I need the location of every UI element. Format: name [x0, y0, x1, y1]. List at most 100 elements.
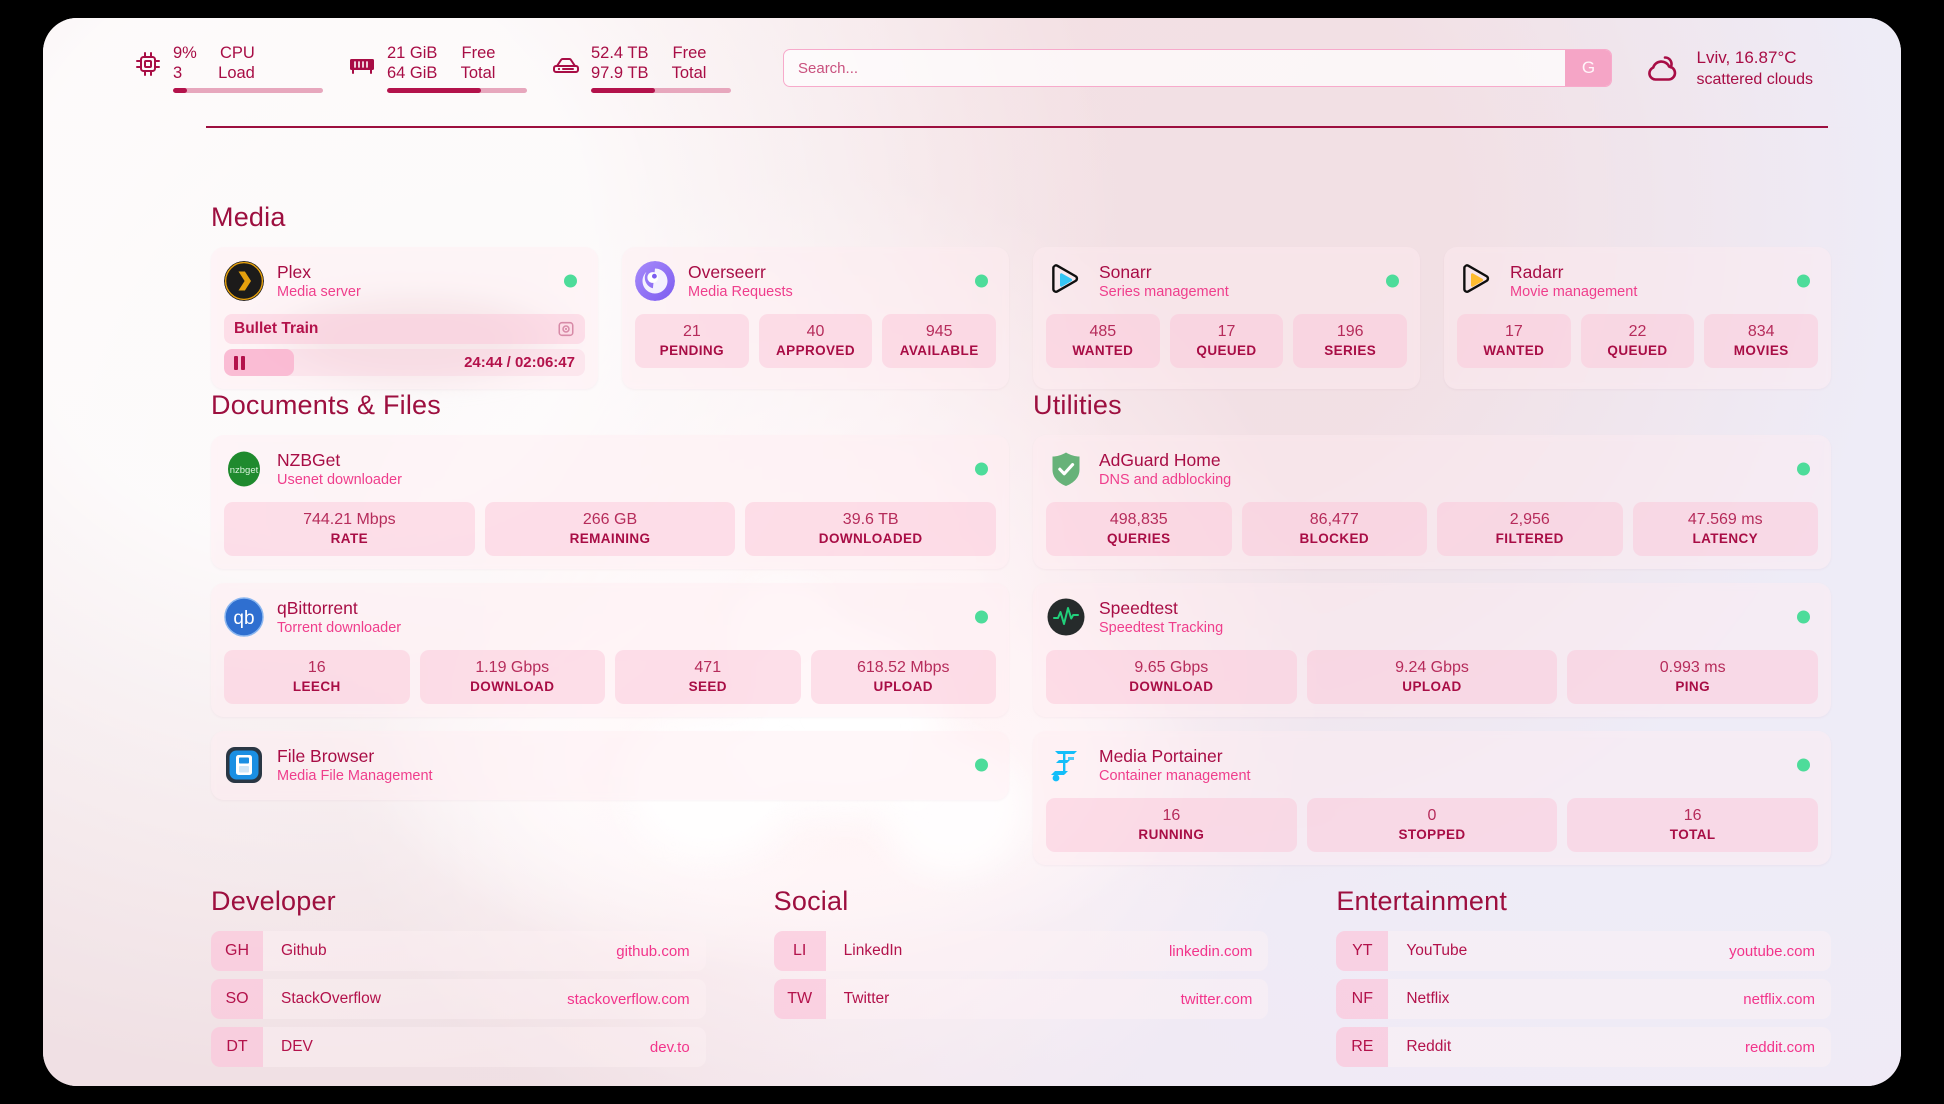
stat-value: 618.52 Mbps [856, 659, 950, 676]
section-title-utilities: Utilities [1033, 390, 1122, 420]
stat-value: 16 [307, 659, 326, 676]
adguard-logo [1046, 449, 1086, 489]
stat-tile[interactable]: 16 LEECH [224, 650, 410, 704]
stat-value: 47.569 ms [1687, 511, 1763, 528]
stat-value: 9.24 Gbps [1395, 659, 1469, 676]
stat-tile[interactable]: 834 MOVIES [1704, 314, 1819, 368]
disk-icon [551, 49, 581, 79]
stat-row: 16 LEECH 1.19 Gbps DOWNLOAD 471 SEED 618.52 Mb… [224, 650, 996, 704]
search-bar[interactable]: G [783, 49, 1613, 87]
bookmark-url: netflix.com [1743, 990, 1815, 1008]
search-engine-button[interactable]: G [1565, 50, 1612, 86]
app-name: File Browser [277, 745, 375, 766]
stat-tile[interactable]: 9.65 Gbps DOWNLOAD [1046, 650, 1297, 704]
service-card-radarr[interactable]: Radarr Movie management 17 WANTED 22 QUEUED 83… [1444, 247, 1831, 389]
bookmark-name: StackOverflow [281, 990, 381, 1007]
stat-tile[interactable]: 498,835 QUERIES [1046, 502, 1232, 556]
stat-tile[interactable]: 744.21 Mbps RATE [224, 502, 475, 556]
stat-value: 86,477 [1309, 511, 1359, 528]
stat-tile[interactable]: 2,956 FILTERED [1437, 502, 1623, 556]
stat-tile[interactable]: 945 AVAILABLE [882, 314, 997, 368]
stat-value: 0.993 ms [1659, 659, 1726, 676]
stat-tile[interactable]: 17 QUEUED [1169, 314, 1284, 368]
stat-tile[interactable]: 471 SEED [615, 650, 801, 704]
stat-tile[interactable]: 47.569 ms LATENCY [1632, 502, 1818, 556]
media-card-grid: Plex Media server Bullet Train 24:44 / 02:0… [211, 247, 1831, 389]
filebrowser-logo [224, 745, 264, 785]
search-input[interactable] [784, 50, 1566, 86]
stat-tile[interactable]: 21 PENDING [635, 314, 749, 368]
stat-tile[interactable]: 618.52 Mbps UPLOAD [810, 650, 996, 704]
stat-row: 9.65 Gbps DOWNLOAD 9.24 Gbps UPLOAD 0.993 ms… [1046, 650, 1819, 704]
service-card-media-portainer[interactable]: Media Portainer Container management 16 RUN… [1033, 731, 1831, 865]
stat-value: 196 [1336, 323, 1364, 340]
stat-tile[interactable]: 40 APPROVED [758, 314, 873, 368]
bookmark-item[interactable]: YT YouTube youtube.com [1336, 931, 1831, 971]
stat-label: UPLOAD [1402, 679, 1462, 694]
stat-tile[interactable]: 22 QUEUED [1580, 314, 1695, 368]
bookmark-abbr: TW [773, 979, 826, 1019]
bookmark-group-title: Social [773, 886, 849, 916]
app-name: Speedtest [1099, 597, 1178, 618]
stat-label: WANTED [1483, 343, 1545, 358]
cast-icon[interactable] [557, 320, 575, 338]
stat-tile[interactable]: 0.993 ms PING [1567, 650, 1819, 704]
bookmark-item[interactable]: NF Netflix netflix.com [1336, 979, 1831, 1019]
stat-tile[interactable]: 9.24 Gbps UPLOAD [1306, 650, 1558, 704]
bookmark-url: github.com [616, 942, 690, 960]
app-name: Plex [277, 261, 312, 282]
utilities-section: Utilities AdGuard Home DNS and adblocking… [1033, 390, 1831, 865]
resource-label-secondary: Total [460, 64, 496, 82]
stat-tile[interactable]: 16 TOTAL [1567, 798, 1819, 852]
bookmark-item[interactable]: DT DEV dev.to [211, 1027, 706, 1067]
resource-label-primary: Free [672, 44, 707, 62]
stat-row: 21 PENDING 40 APPROVED 945 AVAILABLE [635, 314, 997, 368]
resource-label-primary: Free [461, 44, 496, 62]
stat-tile[interactable]: 0 STOPPED [1306, 798, 1558, 852]
stat-label: APPROVED [776, 343, 855, 358]
bookmark-item[interactable]: RE Reddit reddit.com [1336, 1027, 1831, 1067]
service-card-sonarr[interactable]: Sonarr Series management 485 WANTED 17 QUEUED… [1033, 247, 1420, 389]
stat-label: LATENCY [1692, 531, 1759, 546]
bookmark-item[interactable]: GH Github github.com [211, 931, 706, 971]
stat-tile[interactable]: 16 RUNNING [1046, 798, 1297, 852]
service-card-speedtest[interactable]: Speedtest Speedtest Tracking 9.65 Gbps DOWN… [1033, 583, 1831, 717]
service-card-file-browser[interactable]: File Browser Media File Management [211, 731, 1009, 800]
service-card-adguard-home[interactable]: AdGuard Home DNS and adblocking 498,835 QUE… [1033, 435, 1831, 569]
stat-tile[interactable]: 485 WANTED [1046, 314, 1160, 368]
card-header: AdGuard Home DNS and adblocking [1046, 447, 1818, 491]
stat-tile[interactable]: 39.6 TB DOWNLOADED [745, 502, 997, 556]
stat-tile[interactable]: 196 SERIES [1293, 314, 1408, 368]
bookmark-name: Netflix [1406, 990, 1450, 1007]
service-card-plex[interactable]: Plex Media server Bullet Train 24:44 / 02:0… [211, 247, 598, 389]
pause-icon[interactable] [234, 355, 245, 370]
service-card-nzbget[interactable]: nzbget NZBGet Usenet downloader 744.21 Mbps… [211, 435, 1009, 569]
resource-widget-memory: 21 GiB 64 GiB Free Total [347, 43, 527, 93]
media-section: Media Plex Media server Bullet Train 24:44 … [211, 202, 1831, 389]
app-subtitle: Container management [1099, 767, 1251, 784]
stat-value: 40 [806, 323, 825, 340]
card-meta: File Browser Media File Management [277, 745, 433, 786]
stat-tile[interactable]: 17 WANTED [1457, 314, 1571, 368]
bookmark-abbr: SO [211, 979, 263, 1019]
service-card-overseerr[interactable]: Overseerr Media Requests 21 PENDING 40 APPROV… [622, 247, 1009, 389]
cpu-icon [133, 49, 163, 79]
now-playing-progress-row[interactable]: 24:44 / 02:06:47 [224, 349, 585, 376]
bookmark-name: Reddit [1406, 1038, 1452, 1055]
stat-label: TOTAL [1669, 827, 1716, 842]
service-card-qbittorrent[interactable]: qb qBittorrent Torrent downloader 16 LEECH 1.… [211, 583, 1009, 717]
stat-tile[interactable]: 266 GB REMAINING [484, 502, 736, 556]
bookmark-name: Twitter [843, 990, 890, 1007]
stat-row: 16 RUNNING 0 STOPPED 16 TOTAL [1046, 798, 1819, 852]
app-subtitle: Torrent downloader [277, 619, 402, 636]
bookmark-list: LI LinkedIn linkedin.com TW Twitter twitter.c… [773, 931, 1269, 1019]
bookmark-item[interactable]: SO StackOverflow stackoverflow.com [211, 979, 706, 1019]
card-header: File Browser Media File Management [224, 743, 996, 787]
stat-tile[interactable]: 1.19 Gbps DOWNLOAD [419, 650, 605, 704]
stat-label: SEED [688, 679, 727, 694]
stat-tile[interactable]: 86,477 BLOCKED [1241, 502, 1427, 556]
bookmark-item[interactable]: TW Twitter twitter.com [773, 979, 1269, 1019]
bookmark-item[interactable]: LI LinkedIn linkedin.com [773, 931, 1269, 971]
middle-sections: Documents & Files nzbget NZBGet Usenet dow… [211, 390, 1831, 865]
stat-row: 17 WANTED 22 QUEUED 834 MOVIES [1457, 314, 1819, 368]
